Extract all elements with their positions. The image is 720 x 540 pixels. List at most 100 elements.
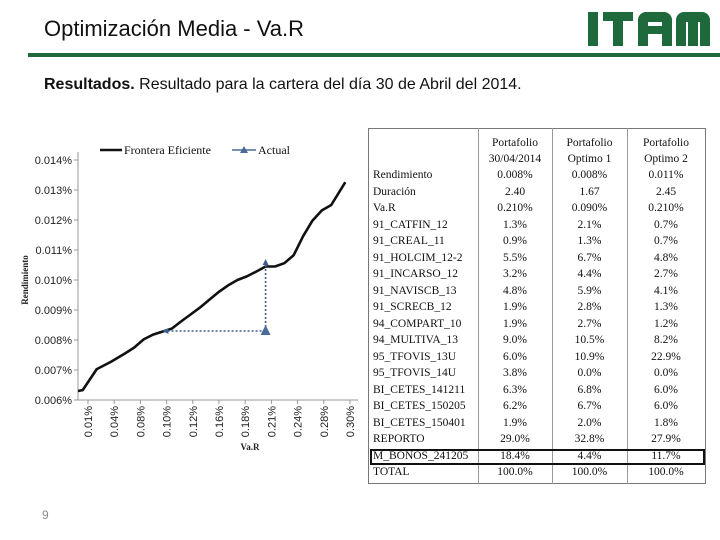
table-cell: 18.4%	[500, 449, 530, 462]
table-row: 91_CREAL_11 0.9% 1.3% 0.7%	[370, 233, 705, 250]
table-cell: 0.9%	[503, 235, 527, 247]
row-label: 91_SCRECB_12	[373, 301, 452, 313]
table-cell: 4.4%	[577, 449, 602, 462]
table-cell: 1.9%	[503, 317, 527, 330]
y-axis-label: Rendimiento	[20, 255, 30, 305]
table-cell: 100.0%	[648, 466, 684, 478]
table-row: 95_TFOVIS_13U 6.0% 10.9% 22.9%	[370, 349, 705, 366]
row-label: BI_CETES_141211	[373, 383, 466, 396]
x-tick-label: 0.16%	[214, 406, 226, 437]
row-label: 91_NAVISCB_13	[373, 284, 457, 297]
row-label: TOTAL	[373, 466, 410, 478]
legend-frontier-label: Frontera Eficiente	[124, 143, 211, 157]
table-header-text: Portafolio Optimo 2	[643, 137, 689, 165]
y-tick-label: 0.007%	[35, 365, 73, 377]
y-tick-label: 0.006%	[35, 395, 73, 407]
row-label: 91_CREAL_11	[373, 235, 445, 247]
table-cell: 100.0%	[497, 466, 533, 478]
table-cell: 1.9%	[503, 301, 527, 313]
y-tick-label: 0.009%	[35, 305, 73, 317]
x-tick-label: 0.01%	[83, 406, 95, 437]
table-cell: 6.7%	[577, 400, 602, 412]
table-divider	[627, 128, 628, 484]
table-cell: 2.7%	[654, 268, 678, 280]
frontier-series-line	[77, 181, 347, 393]
table-cell: 6.7%	[577, 251, 602, 264]
table-cell: 4.1%	[654, 284, 678, 297]
table-header-row: Portafolio 30/04/2014 Portafolio Optimo …	[370, 135, 705, 167]
x-tick-label: 0.28%	[319, 406, 331, 437]
table-cell: 1.3%	[654, 301, 678, 313]
table-row: REPORTO 29.0% 32.8% 27.9%	[370, 431, 705, 448]
x-tick-label: 0.10%	[162, 406, 174, 437]
actual-up-arrowhead	[262, 259, 269, 265]
subtitle-text: Resultado para la cartera del día 30 de …	[134, 76, 522, 93]
table-cell: 0.210%	[497, 202, 533, 214]
table-cell: 0.090%	[571, 202, 608, 214]
results-table: Portafolio 30/04/2014 Portafolio Optimo …	[370, 135, 705, 481]
table-cell: 2.45	[655, 185, 677, 198]
y-tick-label: 0.012%	[35, 215, 73, 227]
row-label: 91_CATFIN_12	[373, 218, 448, 231]
table-cell: 6.0%	[654, 400, 678, 412]
table-cell: 2.1%	[577, 218, 602, 231]
slide-title: Optimización Media - Va.R	[44, 16, 305, 41]
table-cell: 22.9%	[651, 350, 681, 363]
y-tick-label: 0.014%	[35, 155, 73, 167]
table-cell: 2.0%	[577, 416, 602, 429]
table-header-cell: Portafolio 30/04/2014	[478, 135, 552, 167]
row-label: 94_COMPART_10	[373, 317, 462, 330]
row-label: BI_CETES_150205	[373, 400, 466, 412]
efficient-frontier-chart: 0.006% 0.007% 0.008% 0.009% 0.010% 0.011% 0.01…	[20, 143, 358, 452]
table-cell: 27.9%	[651, 433, 681, 445]
table-cell: 0.008%	[571, 169, 608, 181]
row-label: Va.R	[373, 202, 396, 214]
legend-actual-marker	[240, 146, 248, 153]
table-cell: 10.9%	[574, 350, 605, 363]
table-cell: 6.8%	[577, 383, 602, 396]
table-row: 91_HOLCIM_12-2 5.5% 6.7% 4.8%	[370, 250, 705, 267]
table-header-text: Portafolio Optimo 1	[566, 137, 613, 165]
x-axis-label: Va.R	[241, 442, 260, 452]
table-row: 91_CATFIN_12 1.3% 2.1% 0.7%	[370, 217, 705, 234]
x-tick-label: 0.21%	[266, 406, 278, 437]
table-cell: 2.40	[504, 185, 526, 198]
table-cell: 0.008%	[497, 169, 533, 181]
subtitle-bold: Resultados.	[44, 76, 135, 93]
itam-logo	[588, 12, 710, 46]
x-tick-label: 0.04%	[109, 406, 121, 437]
table-row: BI_CETES_150205 6.2% 6.7% 6.0%	[370, 398, 705, 415]
x-tick-label: 0.08%	[135, 406, 147, 437]
table-row: 95_TFOVIS_14U 3.8% 0.0% 0.0%	[370, 365, 705, 382]
table-row: Va.R 0.210% 0.090% 0.210%	[370, 200, 705, 217]
table-cell: 1.9%	[503, 416, 527, 429]
row-label: 95_TFOVIS_14U	[373, 367, 457, 379]
table-cell: 6.0%	[654, 383, 678, 396]
table-cell: 4.8%	[654, 251, 678, 264]
table-cell: 10.5%	[574, 334, 605, 346]
table-cell: 0.0%	[654, 367, 678, 379]
table-cell: 5.5%	[503, 251, 527, 264]
table-cell: 0.011%	[648, 169, 684, 181]
table-row: 94_COMPART_10 1.9% 2.7% 1.2%	[370, 316, 705, 333]
table-cell: 0.0%	[577, 367, 602, 379]
y-tick-label: 0.013%	[35, 185, 73, 197]
table-header-cell	[370, 135, 478, 167]
table-frame	[368, 128, 706, 484]
y-tick-label: 0.010%	[35, 275, 73, 287]
row-label: REPORTO	[373, 433, 425, 445]
table-cell: 0.210%	[648, 202, 684, 214]
table-row: 91_NAVISCB_13 4.8% 5.9% 4.1%	[370, 283, 705, 300]
actual-left-arrowhead	[162, 328, 169, 334]
x-tick-label: 0.18%	[240, 406, 252, 437]
table-cell: 32.8%	[574, 433, 605, 445]
table-cell: 1.2%	[654, 317, 678, 330]
page-number: 9	[42, 508, 49, 522]
table-row: Rendimiento 0.008% 0.008% 0.011%	[370, 167, 705, 184]
table-cell: 6.2%	[503, 400, 527, 412]
row-label: 95_TFOVIS_13U	[373, 350, 457, 363]
table-cell: 0.7%	[654, 235, 678, 247]
actual-point-marker	[260, 325, 271, 335]
legend-actual-label: Actual	[258, 143, 291, 157]
table-row: 94_MULTIVA_13 9.0% 10.5% 8.2%	[370, 332, 705, 349]
